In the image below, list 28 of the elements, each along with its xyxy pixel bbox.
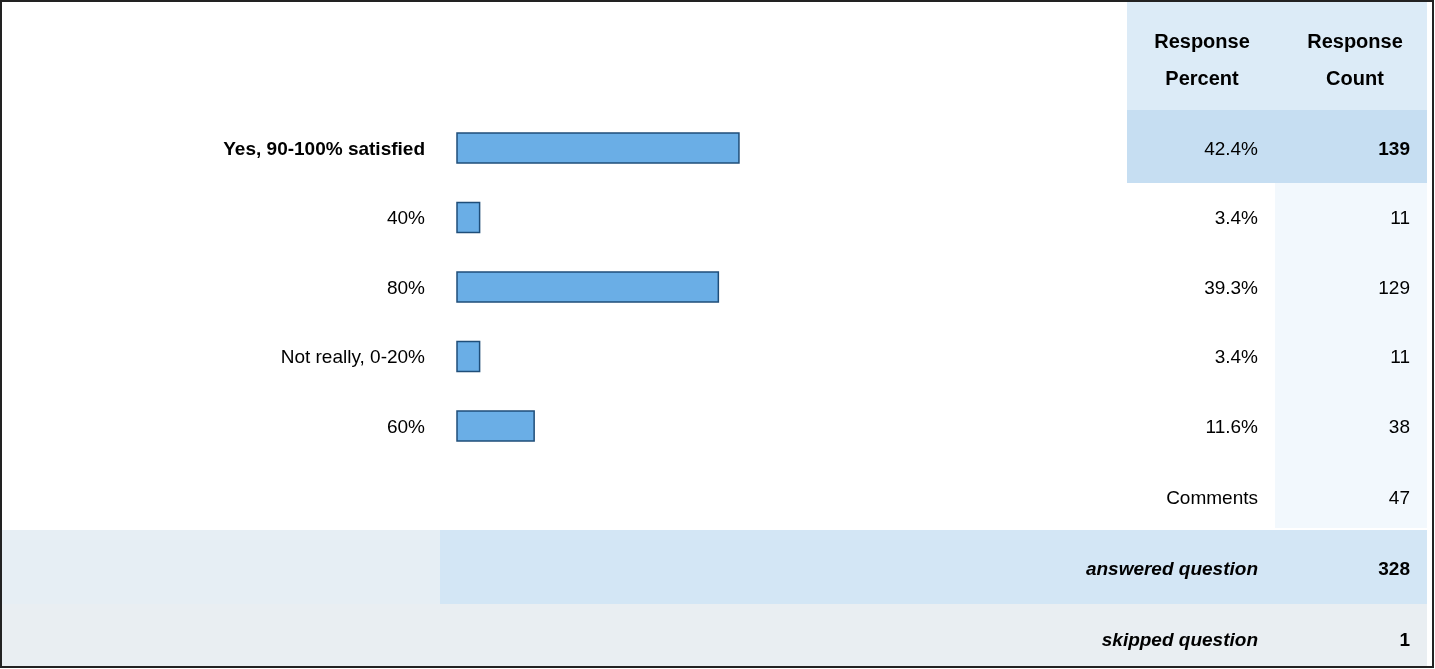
text: 38 [1388, 415, 1410, 437]
bar [456, 410, 535, 442]
bar [456, 132, 740, 164]
text: Comments [1166, 486, 1258, 508]
bar [456, 271, 720, 303]
data-label: 39.3% [1204, 276, 1259, 298]
text: 129 [1378, 276, 1410, 298]
data-label: 11.6% [1205, 415, 1259, 437]
data-label: 42.4% [1204, 137, 1259, 159]
text: Response Percent [1154, 30, 1250, 89]
y-tick-label: 40% [386, 207, 426, 229]
text: 47 [1388, 486, 1410, 508]
y-tick-label: Not really, 0-20% [280, 346, 426, 368]
y-tick-label: 60% [386, 415, 426, 437]
text: answered question [1085, 557, 1258, 579]
data-label: 3.4% [1214, 207, 1259, 229]
text: skipped question [1101, 628, 1258, 650]
text: 328 [1378, 557, 1410, 579]
bar [456, 201, 481, 234]
text: 1 [1399, 628, 1411, 650]
y-tick-label: Yes, 90-100% satisfied [223, 137, 425, 159]
bar [456, 340, 481, 373]
text: 11 [1390, 346, 1410, 368]
text: Response Count [1307, 30, 1403, 89]
y-tick-label: 80% [386, 276, 426, 298]
text: 139 [1378, 137, 1410, 159]
text: 11 [1390, 207, 1410, 229]
data-label: 3.4% [1214, 346, 1259, 368]
